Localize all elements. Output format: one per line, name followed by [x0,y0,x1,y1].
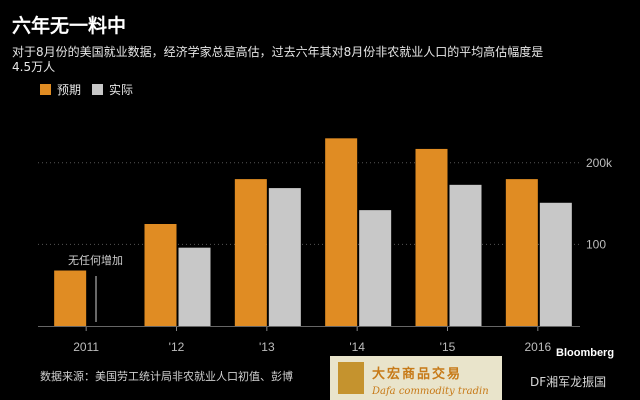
bar-actual [178,247,211,326]
bar-expected [144,224,177,326]
legend-swatch-expected [40,84,51,95]
legend: 预期 实际 [40,82,133,97]
watermark-english: Dafa commodity tradin [371,386,489,397]
x-tick-label: '13 [259,340,275,354]
x-tick-label: '12 [169,340,185,354]
bar-expected [415,148,448,326]
legend-swatch-actual [92,84,103,95]
bar-actual [359,210,392,326]
chart-subtitle-line-2: 4.5万人 [12,60,55,74]
x-tick-label: 2016 [524,340,551,354]
brand-logo: Bloomberg [556,347,614,359]
chart-subtitle-line-1: 对于8月份的美国就业数据，经济学家总是高估，过去六年其对8月份非农就业人口的平均… [12,44,543,59]
gridlines [38,162,580,327]
watermark: 大宏商品交易 Dafa commodity tradin [330,356,502,400]
x-tick-label: '15 [440,340,456,354]
y-axis-ticks: 200k 100 [586,156,613,252]
bar-expected [325,138,358,326]
chart-title: 六年无一料中 [12,14,126,37]
bar-actual [268,188,301,326]
bar-expected [234,179,267,326]
legend-label-expected: 预期 [57,83,81,97]
x-tick-label: 2011 [73,340,99,354]
x-axis-ticks: 2011 '12 '13 '14 '15 2016 [73,327,552,354]
bar-actual [449,184,482,326]
bars [54,138,572,326]
source-note: 数据来源：美国劳工统计局非农就业人口初值、彭博 [40,369,293,383]
legend-label-actual: 实际 [109,82,133,97]
y-tick-label: 200k [586,156,613,170]
annotation-text: 无任何增加 [68,253,123,267]
x-tick-label: '14 [349,340,365,354]
y-tick-label: 100 [586,237,606,251]
watermark-seal [338,362,364,394]
watermark-chinese: 大宏商品交易 [372,366,462,382]
weibo-id: DF湘军龙振国 [530,374,606,389]
bar-expected [505,179,538,326]
bar-expected [54,270,87,326]
bar-actual [539,202,572,326]
